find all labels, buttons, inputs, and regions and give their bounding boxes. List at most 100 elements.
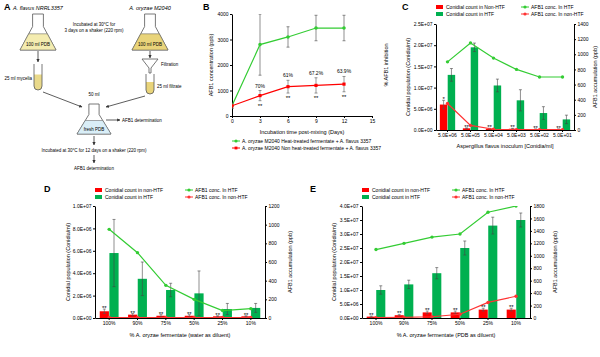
- tick-label: 25%: [483, 320, 494, 326]
- series-line: [232, 28, 344, 106]
- axis-title: % AFB1 inhibition: [383, 43, 389, 86]
- tick-label: 5.0E+06: [438, 132, 457, 138]
- tick-label: 600: [269, 259, 278, 265]
- axis-title: % A. oryzae fermentate (water as diluent…: [130, 332, 231, 338]
- point: [232, 104, 234, 108]
- flask-liquid: [20, 34, 56, 50]
- tick-mark: [360, 304, 362, 305]
- tick-mark: [360, 262, 362, 263]
- tick-label: 1600: [534, 216, 545, 222]
- point: [402, 242, 405, 245]
- point: [458, 232, 461, 235]
- legend-item: Conidial count in HTF: [362, 194, 420, 200]
- arrow: [94, 155, 95, 163]
- series-line: [376, 296, 516, 317]
- tick: 1.0E+07: [414, 85, 436, 91]
- plot-area: [440, 41, 570, 130]
- tick: 9: [315, 116, 318, 124]
- significance: **: [314, 95, 319, 101]
- significance: **: [481, 304, 486, 310]
- tick: 3: [259, 116, 262, 124]
- tick-label: 2000: [217, 62, 228, 68]
- axis-title: AFB1 accumulation (ppb): [287, 231, 293, 293]
- tick-mark: [93, 228, 95, 229]
- tick: 0.0E+00: [414, 127, 436, 133]
- tick: 3.5E+07: [340, 217, 362, 223]
- significance: **: [130, 310, 135, 316]
- error-bar: [315, 78, 318, 93]
- panel-letter: D: [44, 184, 51, 194]
- tick-mark: [93, 318, 95, 319]
- axis-title: Conidial population (Conidia/ml): [331, 223, 337, 301]
- tick: 1.0E+07: [73, 203, 95, 209]
- legend-item: Conidial count in non-HTF: [95, 187, 163, 193]
- legend-marker: [234, 139, 237, 142]
- tick: 0: [226, 113, 232, 119]
- tick-label: 3.0E+07: [340, 231, 359, 237]
- y-axis: 01000200030004000: [217, 11, 232, 119]
- legend-item: AFB1 conc. In HTF: [521, 4, 574, 10]
- legend-label: AFB1 conc. In HTF: [195, 187, 238, 193]
- tick-label: 9: [315, 118, 318, 124]
- axis-line: [362, 207, 363, 319]
- axis-line: [574, 25, 575, 131]
- tick-label: 50%: [455, 320, 466, 326]
- tick-label: 12: [342, 118, 348, 124]
- tick-mark: [574, 54, 576, 55]
- tick: 5.0E+04: [484, 130, 503, 138]
- annotations: ************: [102, 305, 249, 318]
- tube-liquid: [34, 74, 42, 90]
- tick-mark: [530, 218, 532, 219]
- error-bar: [287, 27, 290, 47]
- significance: *: [442, 96, 445, 102]
- legend-label: AFB1 conc. In non-HTF: [531, 11, 584, 17]
- tick-label: 1.0E+07: [73, 203, 92, 209]
- annotation: 67.2%: [309, 70, 324, 76]
- point: [515, 68, 518, 71]
- tick-label: 0.0E+00: [73, 315, 92, 321]
- tick: 0: [574, 127, 581, 133]
- legend-swatch: [436, 12, 443, 16]
- tick: 12: [342, 116, 348, 124]
- tick-label: 8.0E+06: [73, 226, 92, 232]
- tick: 200: [265, 296, 277, 302]
- legend-swatch: [362, 195, 369, 199]
- legend-label: AFB1 conc. In non-HTF: [195, 194, 248, 200]
- significance: **: [397, 310, 402, 316]
- series-line: [109, 317, 251, 318]
- bar: [488, 226, 497, 318]
- significance: **: [556, 125, 561, 131]
- annotation: 61%: [283, 72, 294, 78]
- tick: 1600: [530, 216, 545, 222]
- tick: 15: [370, 116, 376, 124]
- tick: 100%: [103, 318, 116, 326]
- tick: 1400: [530, 228, 545, 234]
- tick-label: 200: [578, 112, 587, 118]
- diagram-panel: AA. flavus NRRL3357A. oryzae M2040100 ml…: [4, 2, 182, 171]
- tick-label: 3.5E+07: [340, 217, 359, 223]
- tick: 2.0E+07: [340, 259, 362, 265]
- legend-item: AFB1 conc. In HTF: [185, 187, 238, 193]
- annotations: 70%61%67.2%63.9%********: [255, 68, 352, 108]
- tick-label: 10%: [511, 320, 522, 326]
- tick-mark: [265, 281, 267, 282]
- step-label: Incubated at 30°C for: [73, 22, 116, 27]
- error-bar: [519, 213, 522, 227]
- tick: 800: [574, 67, 586, 73]
- tick-mark: [574, 85, 576, 86]
- error-bar: [259, 14, 262, 75]
- arrow: [150, 51, 151, 58]
- point: [258, 94, 261, 97]
- tick: 1.5E+07: [414, 64, 436, 70]
- series-line: [109, 229, 251, 310]
- tick-mark: [360, 220, 362, 221]
- error-bar: [435, 268, 438, 279]
- error-bar: [519, 90, 522, 111]
- y-axis: 0.0E+005.0E+061.0E+071.5E+072.0E+072.5E+…: [340, 203, 363, 321]
- tick-label: 6: [287, 118, 290, 124]
- chart-panel: 100%90%75%50%25%10%0.0E+002.0E+064.0E+06…: [44, 184, 293, 338]
- tick: 1.0E+07: [340, 287, 362, 293]
- series-line: [376, 206, 516, 250]
- significance: **: [244, 312, 249, 318]
- legend-label: A. oryzae M2040 Heat-treated fermentate …: [242, 138, 372, 144]
